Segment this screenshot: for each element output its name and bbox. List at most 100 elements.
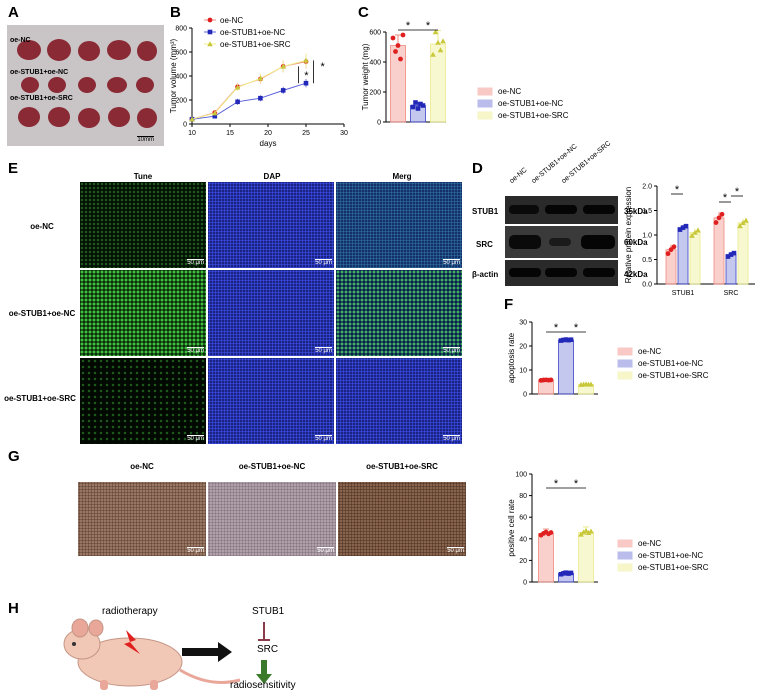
y-axis-label: positive cell rate [507,499,516,557]
label-radiosensitivity: radiosensitivity [230,680,296,691]
data-point [713,220,719,225]
data-point [719,211,725,217]
fluor-image-r2-c0: 50 μm [80,358,206,444]
data-point [668,247,674,253]
data-point [588,528,594,534]
scale-bar: 50 μm [447,547,464,554]
y-tick-label: 10 [519,368,527,375]
ihc-col-stub: oe-STUB1+oe-NC [238,462,306,471]
col-label-merg: Merg [392,172,412,181]
legend-swatch [477,111,493,120]
row-label-nc: oe-NC [30,222,54,231]
data-point [588,381,594,387]
scale-bar: 50 μm [315,259,332,266]
data-point [437,47,444,53]
y-tick-label: 60 [519,515,527,522]
legend-label: oe-STUB1+oe-NC [638,359,703,368]
legend-label: oe-STUB1+oe-SRC [638,371,709,380]
bar [677,227,689,285]
blot-kda-1: 35kDa [624,207,648,216]
blot-band-src [505,226,618,258]
series-line-0 [191,61,307,120]
chart-c: 0 200 400 600 Tumor weight (mg) * * oe-NC oe-STU… [361,20,569,127]
y-tick-label: 30 [519,320,527,327]
legend-label: oe-NC [638,539,661,548]
legend-label: oe-STUB1+oe-NC [638,551,703,560]
sig-2-star: * [574,322,579,334]
sig-star-1: * [304,70,309,82]
fluor-image-r2-c2: 50 μm [336,358,462,444]
schematic-h [63,618,272,690]
y-tick-label: 200 [369,90,381,97]
data-point [235,99,240,105]
y-tick-label: 0 [523,392,527,399]
sig-2-star: * [426,20,431,32]
row-label-src: oe-STUB1+oe-SRC [4,394,76,403]
data-point [566,337,571,343]
blot-kda-3: 42kDa [624,270,648,279]
legend-label: oe-NC [498,87,521,96]
x-tick-label: SRC [724,290,739,297]
data-point [410,104,416,110]
legend-label: oe-NC [220,16,243,25]
data-point [418,101,423,107]
scale-bar: 50 μm [187,547,204,554]
data-point [561,337,566,343]
fluor-image-r0-c2: 50 μm [336,182,462,268]
x-axis-label: days [260,139,277,148]
data-point [580,529,587,535]
blot-lane-labels: oe-NC oe-STUB1+oe-NC oe-STUB1+oe-SRC [505,140,625,198]
y-tick-label: 400 [175,74,187,81]
y-tick-label: 0 [377,120,381,127]
legend-marker [207,17,213,23]
y-axis-label: Tumor weight (mg) [361,43,370,110]
bar-1 [558,339,574,395]
data-point [680,225,686,230]
legend-swatch [617,371,633,380]
bar [689,232,701,285]
data-point [212,113,218,119]
scale-bar: 50 μm [443,435,460,442]
data-point [435,39,441,45]
data-point [390,35,396,41]
lane-label-nc: oe-NC [508,166,529,185]
data-point [743,217,749,223]
bar [737,222,749,285]
data-point [695,227,701,233]
data-point [189,116,195,122]
photo-label-src: oe-STUB1+oe-SRC [10,95,73,102]
panel-label-c: C [358,4,369,21]
y-axis-label: apoptosis rate [507,332,516,383]
legend-label: oe-STUB1+oe-SRC [638,563,709,572]
y-tick-label: 2.0 [642,184,652,191]
legend-swatch [617,359,633,368]
data-point [568,570,574,576]
x-tick-label: 20 [264,130,272,137]
y-tick-label: 0 [183,122,187,129]
lightning-icon [124,630,140,654]
scale-bar: 50 μm [315,435,332,442]
data-point [303,57,309,63]
arrow-right-icon [182,642,232,662]
sig-1-star: * [554,478,559,490]
legend-swatch [617,347,633,356]
legend-label: oe-STUB1+oe-SRC [498,111,569,120]
bar-0 [538,533,554,583]
y-tick-label: 20 [519,344,527,351]
bar [725,254,737,285]
legend-marker [207,41,213,47]
data-point [561,571,566,576]
scale-bar: 50 μm [187,435,204,442]
y-tick-label: 0 [523,580,527,587]
data-point [692,229,698,235]
fluor-image-r1-c2: 50 μm [336,270,462,356]
scale-bar: 50 μm [315,347,332,354]
ihc-image-r0-c1: 50 μm [208,482,336,556]
data-point [568,337,574,343]
y-axis-label: Tumor volume (mm³) [169,38,178,113]
data-point [395,43,401,48]
data-point [430,51,436,57]
y-tick-label: 20 [519,558,527,565]
legend-swatch [617,551,633,560]
data-point [420,103,426,108]
